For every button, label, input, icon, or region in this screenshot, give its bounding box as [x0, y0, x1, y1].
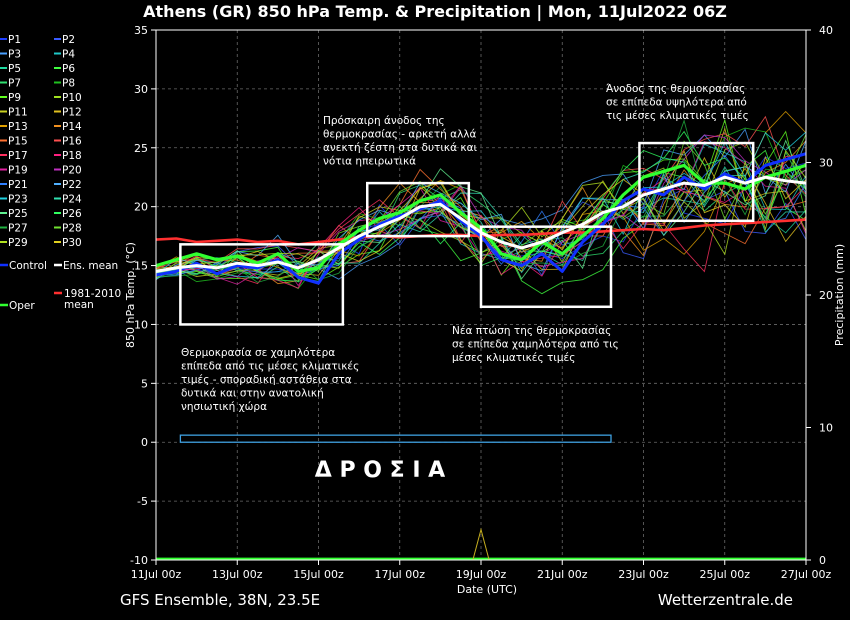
drought-label: Δ Ρ Ο Σ Ι Α [315, 458, 445, 483]
y-tick-label: 15 [134, 260, 148, 273]
legend-label: P22 [62, 179, 82, 191]
x-tick-label: 23Jul 00z [618, 568, 669, 581]
legend-label: P30 [62, 237, 82, 249]
legend-label: P23 [8, 194, 28, 206]
annotation-box [179, 243, 345, 326]
legend-label: P29 [8, 237, 28, 249]
x-tick-label: 25Jul 00z [699, 568, 750, 581]
legend-label: P12 [62, 107, 82, 119]
annotations: Θερμοκρασία σε χαμηλότερα επίπεδα από τις… [179, 83, 755, 483]
legend-label: Ens. mean [63, 260, 118, 272]
x-tick-label: 27Jul 00z [781, 568, 832, 581]
legend-label: P16 [62, 136, 82, 148]
legend-label: P8 [62, 78, 75, 90]
legend-label: P19 [8, 165, 28, 177]
legend-label: P25 [8, 208, 28, 220]
legend-label: P24 [62, 194, 82, 206]
chart-title: Athens (GR) 850 hPa Temp. & Precipitatio… [143, 2, 727, 22]
y2-tick-label: 0 [819, 554, 826, 567]
legend-label: P4 [62, 49, 75, 61]
axes: -10 -5 0 5 10 15 20 25 30 35 0 10 20 30 40 11Jul 00z 13J… [130, 24, 833, 581]
legend-label: P27 [8, 223, 28, 235]
y2-tick-label: 30 [819, 157, 833, 170]
annotation-text: Θερμοκρασία σε χαμηλότερα επίπεδα από τις… [181, 347, 359, 413]
y2-tick-label: 20 [819, 289, 833, 302]
precipitation-series [156, 527, 806, 561]
y2-tick-label: 10 [819, 422, 833, 435]
y-tick-label: 35 [134, 24, 148, 37]
legend-label: P20 [62, 165, 82, 177]
legend-label: P15 [8, 136, 28, 148]
legend-label: P17 [8, 150, 28, 162]
legend-label: P11 [8, 107, 28, 119]
legend-label: P3 [8, 49, 21, 61]
legend-label: P9 [8, 92, 21, 104]
legend-label: P26 [62, 208, 82, 220]
precip-spike [472, 527, 490, 561]
y-tick-label: 5 [141, 377, 148, 390]
legend-label: Control [9, 260, 47, 272]
legend-label: P10 [62, 92, 82, 104]
y-tick-label: -5 [137, 495, 148, 508]
annotation-box [366, 181, 471, 238]
legend-label: P18 [62, 150, 82, 162]
y2-axis-label: Precipitation (mm) [833, 244, 846, 346]
y-axis-label: 850 hPa Temp. (°C) [124, 242, 137, 348]
legend-label: P2 [62, 34, 75, 46]
annotation-box [479, 225, 613, 309]
y-tick-label: 25 [134, 142, 148, 155]
x-tick-label: 15Jul 00z [293, 568, 344, 581]
y-tick-label: 10 [134, 318, 148, 331]
x-tick-label: 21Jul 00z [537, 568, 588, 581]
legend-label: P28 [62, 223, 82, 235]
legend-label: P14 [62, 121, 82, 133]
y-tick-label: -10 [130, 554, 148, 567]
footer-source: GFS Ensemble, 38N, 23.5E [120, 591, 320, 609]
legend-label: P6 [62, 63, 75, 75]
drought-band [179, 434, 612, 443]
x-tick-label: 19Jul 00z [456, 568, 507, 581]
legend-label: Oper [9, 300, 35, 312]
legend-label: 1981-2010 mean [64, 288, 121, 311]
annotation-text: Πρόσκαιρη άνοδος της θερμοκρασίας - αρκετ… [323, 115, 477, 168]
member-line [155, 140, 807, 281]
annotation-text: Άνοδος της θερμοκρασίας σε επίπεδα υψηλότ… [606, 83, 749, 122]
y-tick-label: 30 [134, 83, 148, 96]
x-tick-label: 17Jul 00z [374, 568, 425, 581]
y-tick-label: 20 [134, 201, 148, 214]
legend-label: P7 [8, 78, 21, 90]
legend-label: P21 [8, 179, 28, 191]
x-axis-label: Date (UTC) [457, 583, 517, 596]
legend-label: P5 [8, 63, 21, 75]
annotation-text: Νέα πτώση της θερμοκρασίας σε επίπεδα χαμ… [452, 325, 619, 364]
x-tick-label: 11Jul 00z [131, 568, 182, 581]
y-tick-label: 0 [141, 436, 148, 449]
member-line [155, 131, 807, 282]
y2-tick-label: 40 [819, 24, 833, 37]
x-tick-label: 13Jul 00z [212, 568, 263, 581]
legend-label: P1 [8, 34, 21, 46]
annotation-box [638, 141, 755, 223]
footer-site: Wetterzentrale.de [658, 591, 793, 609]
legend-label: P13 [8, 121, 28, 133]
legend: P1 P2 P3 P4 P5 P6 P7 P8 P9 P10 P11 P12 P13 P14 P15 P16 P… [0, 34, 121, 312]
